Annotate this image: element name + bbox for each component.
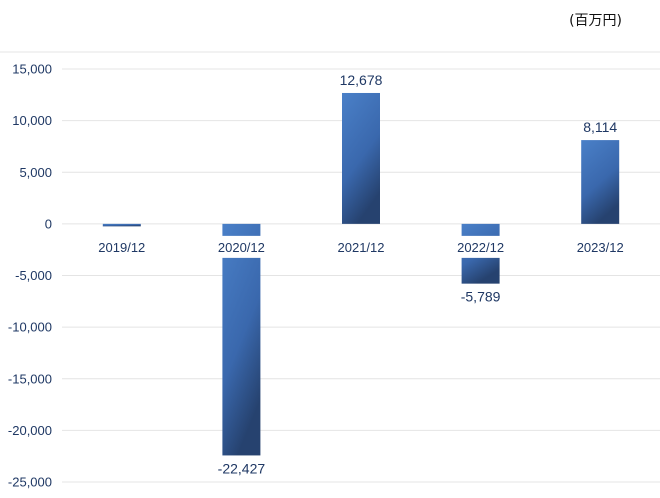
category-label-bg [450, 235, 511, 258]
data-label: 8,114 [583, 119, 617, 135]
bar [222, 223, 261, 456]
y-tick-label: -15,000 [8, 371, 52, 386]
y-tick-label: 15,000 [12, 62, 52, 77]
category-label: 2021/12 [338, 240, 385, 255]
gridlines [0, 51, 660, 483]
bars [102, 92, 620, 456]
y-tick-label: 5,000 [19, 165, 52, 180]
data-labels: -22,427 12,678 -5,789 8,114 [218, 72, 618, 476]
y-axis: 15,000 10,000 5,000 0 -5,000 -10,000 -15,000 -2… [8, 62, 52, 490]
y-tick-label: -5,000 [15, 268, 52, 283]
category-label: 2022/12 [457, 240, 504, 255]
bar [342, 92, 380, 224]
data-label: -22,427 [218, 460, 266, 476]
category-label-bg [211, 235, 272, 258]
y-tick-label: -20,000 [8, 423, 52, 438]
data-label: -5,789 [461, 289, 501, 305]
y-tick-label: -10,000 [8, 320, 52, 335]
category-labels: 2019/12 2020/12 2021/12 2022/12 2023/12 [91, 235, 631, 258]
bar [581, 140, 620, 224]
category-label: 2019/12 [98, 240, 145, 255]
category-label: 2020/12 [218, 240, 265, 255]
bar [102, 223, 141, 227]
category-label-bg [331, 235, 391, 258]
unit-label: (百万円) [569, 13, 622, 29]
category-label: 2023/12 [577, 240, 624, 255]
y-tick-label: -25,000 [8, 475, 52, 490]
y-tick-label: 10,000 [12, 113, 52, 128]
y-tick-label: 0 [45, 216, 52, 231]
category-label-bg [91, 235, 152, 258]
category-label-bg [570, 235, 631, 258]
data-label: 12,678 [340, 72, 383, 88]
